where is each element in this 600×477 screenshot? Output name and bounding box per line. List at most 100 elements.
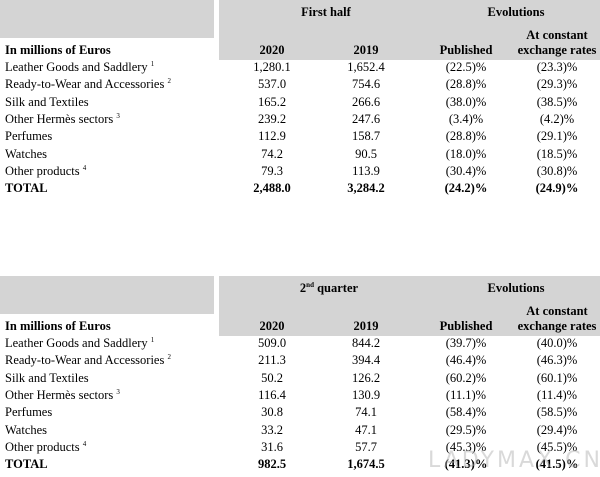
- cell: (41.3)%: [444, 457, 488, 472]
- cell: 112.9: [258, 129, 286, 144]
- row-label: Watches: [5, 147, 47, 161]
- cell: (4.2)%: [539, 111, 575, 126]
- cell: (46.3)%: [536, 353, 578, 368]
- cell: 30.8: [261, 405, 283, 420]
- cell: 247.6: [351, 111, 381, 126]
- cell: (11.4)%: [536, 387, 578, 402]
- row-label-text: Perfumes: [5, 405, 53, 420]
- cell: 1,280.1: [253, 60, 291, 74]
- period-suffix: nd: [306, 281, 314, 289]
- cell: (40.0)%: [536, 336, 578, 350]
- cell: 90.5: [355, 146, 377, 161]
- constant-header: exchange rates: [517, 43, 597, 57]
- cell: (24.9)%: [535, 181, 579, 196]
- constant-header: At constant: [526, 28, 588, 42]
- constant-header: At constant: [526, 304, 588, 318]
- cell: (45.5)%: [536, 439, 578, 454]
- column-header: 2020: [259, 43, 285, 57]
- column-header: 2020: [259, 319, 285, 333]
- cell: 1,652.4: [347, 60, 385, 74]
- row-label: TOTAL: [5, 457, 48, 471]
- cell: 844.2: [351, 336, 381, 350]
- cell: (39.7)%: [445, 336, 487, 350]
- row-label: Leather Goods and Saddlery 1: [5, 336, 154, 350]
- cell: (29.4)%: [536, 422, 578, 437]
- cell: (58.4)%: [445, 405, 487, 420]
- cell: (30.4)%: [445, 163, 487, 178]
- row-label: Leather Goods and Saddlery 1: [5, 60, 154, 74]
- cell: 57.7: [355, 439, 377, 454]
- footnote-mark: 4: [82, 163, 87, 172]
- header-band: [0, 0, 214, 38]
- cell: 266.6: [351, 94, 381, 109]
- row-label: Other Hermès sectors 3: [5, 388, 120, 402]
- row-label-text: TOTAL: [5, 181, 48, 196]
- header-band: [219, 0, 600, 60]
- footnote-mark: 2: [167, 353, 171, 362]
- cell: 165.2: [257, 94, 287, 109]
- footnote-mark: 3: [116, 111, 120, 120]
- row-label: Perfumes: [5, 129, 52, 143]
- row-label: Other products 4: [5, 164, 86, 178]
- cell: 130.9: [351, 387, 381, 402]
- cell: (22.5)%: [445, 60, 487, 74]
- row-label-text: Other Hermès sectors: [5, 387, 114, 402]
- row-label-text: Ready-to-Wear and Accessories: [5, 77, 165, 92]
- cell: (60.2)%: [445, 370, 487, 385]
- row-label: Ready-to-Wear and Accessories 2: [5, 77, 171, 91]
- period-header: First half: [301, 5, 351, 19]
- cell: (41.5)%: [535, 457, 579, 472]
- row-label-text: Other Hermès sectors: [5, 111, 114, 126]
- cell: 33.2: [261, 422, 283, 437]
- cell: 509.0: [257, 336, 287, 350]
- row-label-text: Watches: [5, 422, 48, 437]
- period-header: 2nd quarter: [300, 281, 358, 295]
- evolutions-header: Evolutions: [487, 5, 545, 19]
- cell: (46.4)%: [445, 353, 487, 368]
- row-label: Other Hermès sectors 3: [5, 112, 120, 126]
- cell: (28.8)%: [445, 77, 487, 92]
- row-label: Other products 4: [5, 440, 86, 454]
- cell: (23.3)%: [536, 60, 578, 74]
- row-label: Ready-to-Wear and Accessories 2: [5, 353, 171, 367]
- cell: 3,284.2: [347, 181, 385, 196]
- row-label-text: Other products: [5, 163, 80, 178]
- watermark: LADYMAX.CN: [428, 448, 600, 473]
- cell: (29.3)%: [536, 77, 578, 92]
- row-label: Silk and Textiles: [5, 95, 89, 109]
- row-label-text: Watches: [5, 146, 48, 161]
- cell: 211.3: [258, 353, 286, 368]
- cell: (29.1)%: [536, 129, 578, 144]
- cell: 50.2: [261, 370, 283, 385]
- cell: 74.1: [355, 405, 377, 420]
- cell: 113.9: [352, 163, 380, 178]
- footnote-mark: 3: [116, 387, 120, 396]
- header-band: [219, 276, 600, 336]
- cell: (28.8)%: [445, 129, 487, 144]
- cell: 74.2: [261, 146, 283, 161]
- period-text: quarter: [317, 281, 359, 295]
- cell: 31.6: [261, 439, 283, 454]
- row-label: TOTAL: [5, 181, 48, 195]
- cell: 126.2: [351, 370, 381, 385]
- row-header: In millions of Euros: [5, 43, 111, 57]
- row-label: Watches: [5, 423, 47, 437]
- column-header: 2019: [353, 43, 379, 57]
- column-header: Published: [439, 319, 493, 333]
- row-header: In millions of Euros: [5, 319, 111, 333]
- footnote-mark: 1: [150, 60, 155, 68]
- column-header: Published: [439, 43, 493, 57]
- cell: (24.2)%: [444, 181, 488, 196]
- cell: 239.2: [257, 111, 287, 126]
- row-label-text: Ready-to-Wear and Accessories: [5, 353, 165, 368]
- cell: 537.0: [257, 77, 287, 92]
- cell: (18.5)%: [536, 146, 578, 161]
- row-label: Silk and Textiles: [5, 371, 89, 385]
- footnote-mark: 2: [167, 77, 171, 86]
- column-header: 2019: [353, 319, 379, 333]
- cell: (60.1)%: [536, 370, 578, 385]
- row-label-text: Silk and Textiles: [5, 370, 89, 385]
- cell: (29.5)%: [445, 422, 487, 437]
- row-label-text: Silk and Textiles: [5, 94, 89, 109]
